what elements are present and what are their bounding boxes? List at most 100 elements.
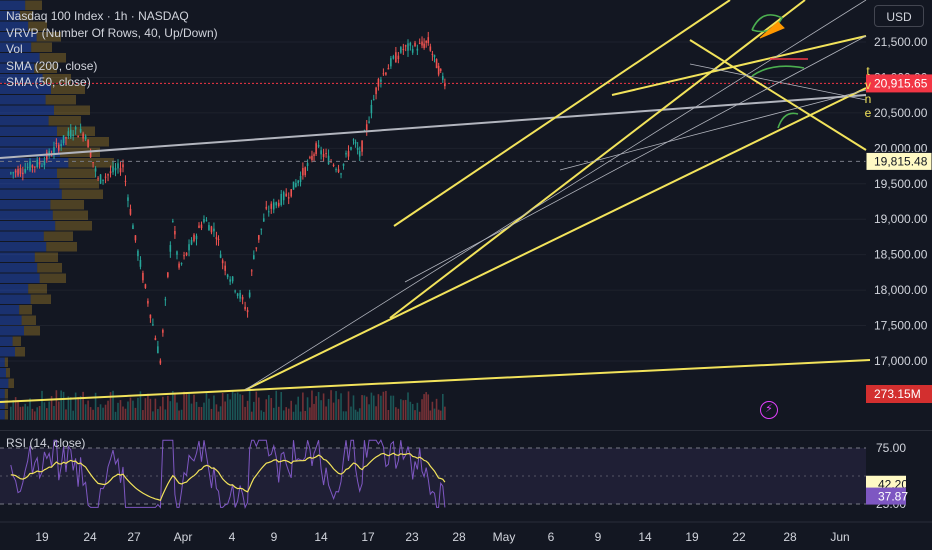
yellow-trendline	[393, 0, 731, 227]
candle-body	[290, 189, 292, 197]
volume-profile-down-bar	[45, 95, 76, 105]
candle-body	[368, 121, 370, 123]
price-tick-label: 18,000.00	[874, 283, 928, 297]
indicator-sma-50[interactable]: SMA (50, close)	[6, 75, 91, 89]
volume-profile-down-bar	[39, 53, 66, 63]
volume-profile-down-bar	[4, 399, 8, 409]
volume-bar	[265, 399, 268, 420]
candle-body	[72, 134, 74, 137]
candle-body	[17, 168, 19, 176]
candle-body	[248, 292, 251, 297]
candle-body	[124, 180, 127, 182]
indicator-vrvp[interactable]: VRVP (Number Of Rows, 40, Up/Down)	[6, 25, 218, 40]
rsi-title[interactable]: RSI (14, close)	[6, 436, 86, 450]
volume-bar	[198, 406, 200, 420]
indicator-vol[interactable]: Vol	[6, 42, 23, 56]
candle-body	[400, 47, 402, 53]
volume-profile-down-bar	[28, 21, 47, 31]
candle-body	[132, 225, 134, 230]
candle-body	[62, 135, 65, 144]
candle-body	[69, 129, 72, 138]
candle-body	[65, 136, 67, 139]
volume-bar	[270, 398, 273, 420]
volume-bar	[200, 407, 203, 420]
volume-profile-up-bar	[0, 0, 26, 10]
volume-bar	[67, 396, 70, 420]
candle-body	[437, 65, 440, 75]
candle-body	[302, 168, 304, 176]
candle-body	[255, 247, 258, 249]
volume-bar	[350, 406, 352, 420]
time-tick-label: 14	[314, 530, 328, 544]
volume-profile-up-bar	[0, 105, 54, 115]
price-tick-label: 20,000.00	[874, 141, 928, 155]
indicator-sma-200[interactable]: SMA (200, close)	[6, 58, 98, 73]
candle-body	[60, 144, 62, 147]
volume-bar	[12, 400, 15, 420]
volume-bar	[210, 408, 213, 420]
candle-body	[195, 235, 198, 240]
pane-separator[interactable]	[0, 430, 932, 431]
lightning-icon[interactable]: ⚡	[760, 401, 778, 419]
volume-bar	[244, 406, 246, 420]
volume-bar	[435, 398, 438, 420]
volume-bar	[144, 398, 147, 420]
volume-bar	[317, 392, 320, 420]
volume-bar	[427, 394, 430, 420]
volume-bar	[380, 395, 382, 420]
volume-bar	[253, 401, 255, 420]
volume-bar	[167, 395, 169, 420]
volume-bar	[114, 411, 117, 420]
thin-trendline	[404, 35, 867, 283]
volume-bar	[53, 405, 55, 420]
volume-profile-down-bar	[42, 74, 71, 84]
volume-bar	[92, 409, 94, 420]
candle-body	[94, 168, 97, 172]
volume-bar	[87, 400, 89, 420]
candle-body	[313, 154, 315, 156]
candle-body	[370, 104, 373, 114]
volume-bar	[327, 398, 330, 420]
volume-bar	[45, 408, 48, 420]
candle-body	[356, 147, 359, 150]
price-tick-label: 17,500.00	[874, 319, 928, 333]
candle-body	[203, 218, 205, 223]
volume-profile-down-bar	[4, 389, 8, 399]
currency-button[interactable]: USD	[874, 5, 924, 27]
candle-body	[322, 154, 325, 158]
candle-body	[87, 140, 89, 148]
candle-body	[104, 176, 107, 178]
volume-bar	[132, 400, 134, 420]
grey-trendline	[0, 94, 867, 159]
chart-title[interactable]: Nasdaq 100 Index · 1h · NASDAQ	[6, 9, 189, 23]
volume-profile-up-bar	[0, 158, 69, 168]
candle-body	[275, 202, 278, 206]
volume-bar	[356, 411, 359, 420]
volume-bar	[358, 408, 361, 420]
volume-profile-down-bar	[12, 336, 21, 346]
candle-body	[361, 140, 363, 152]
volume-profile-up-bar	[0, 410, 5, 420]
volume-bar	[60, 390, 62, 420]
volume-bar	[313, 403, 315, 420]
candle-body	[327, 155, 330, 165]
candle-body	[365, 124, 368, 131]
candle-body	[350, 147, 352, 150]
candle-body	[89, 151, 92, 158]
candle-body	[178, 263, 180, 268]
volume-bar	[402, 400, 405, 420]
time-tick-label: 24	[83, 530, 97, 544]
volume-profile-up-bar	[0, 63, 35, 73]
volume-bar	[320, 400, 322, 420]
volume-profile-up-bar	[0, 305, 20, 315]
volume-bar	[347, 391, 350, 420]
candle-body	[246, 310, 249, 313]
thin-trendline	[244, 0, 867, 391]
volume-bar	[154, 398, 157, 420]
volume-bar	[117, 402, 119, 420]
volume-profile-down-bar	[54, 105, 90, 115]
volume-bar	[89, 407, 92, 420]
volume-bar	[84, 404, 87, 420]
volume-bar	[82, 391, 84, 420]
